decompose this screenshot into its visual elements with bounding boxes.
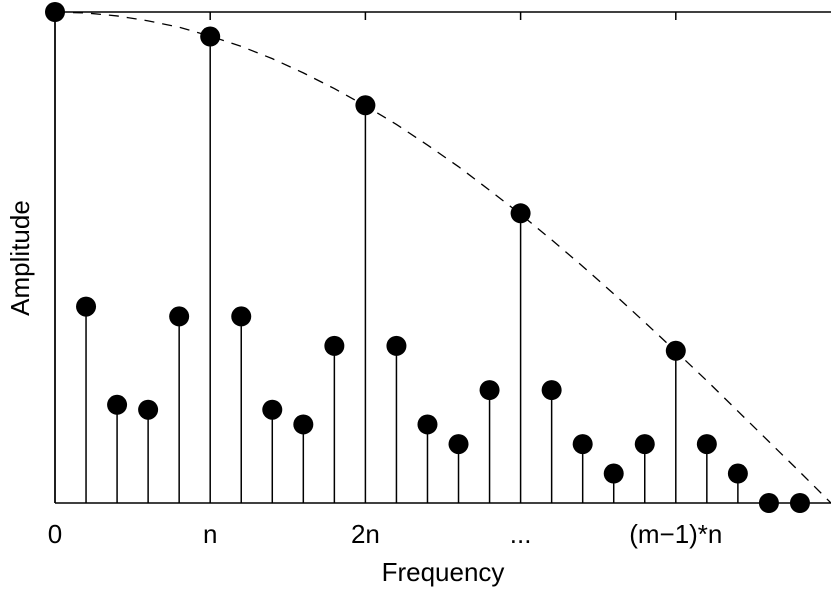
x-tick-label: n [203, 519, 217, 549]
x-tick-label: 0 [48, 519, 62, 549]
stem-marker [200, 26, 221, 47]
stem-marker [262, 399, 283, 420]
stem-marker [541, 380, 562, 401]
stem-marker [448, 434, 469, 455]
stem-marker [138, 399, 159, 420]
envelope-curve [54, 11, 831, 504]
stem-marker [634, 434, 655, 455]
stem-marker [355, 95, 376, 116]
stem-marker [45, 2, 65, 22]
stem-marker [665, 340, 686, 361]
stem-marker [231, 306, 252, 327]
x-tick-label: ... [510, 519, 532, 549]
stem-marker [107, 394, 128, 415]
stem-marker [169, 306, 190, 327]
stem-marker [789, 493, 810, 513]
stem-marker [510, 203, 531, 224]
x-tick-label: 2n [351, 519, 380, 549]
y-axis-label: Amplitude [5, 200, 35, 316]
stem-marker [293, 414, 314, 435]
x-tick-label: (m−1)*n [629, 519, 722, 549]
stem-marker [696, 434, 717, 455]
stem-marker [76, 296, 97, 317]
stem-marker [479, 380, 500, 401]
stem-marker [758, 493, 779, 513]
x-axis-label: Frequency [382, 557, 505, 587]
stem-marker [727, 463, 748, 484]
stem-marker [386, 335, 407, 356]
stem-marker [417, 414, 438, 435]
stem-marker [572, 434, 593, 455]
stem-marker [324, 335, 345, 356]
stem-marker [603, 463, 624, 484]
